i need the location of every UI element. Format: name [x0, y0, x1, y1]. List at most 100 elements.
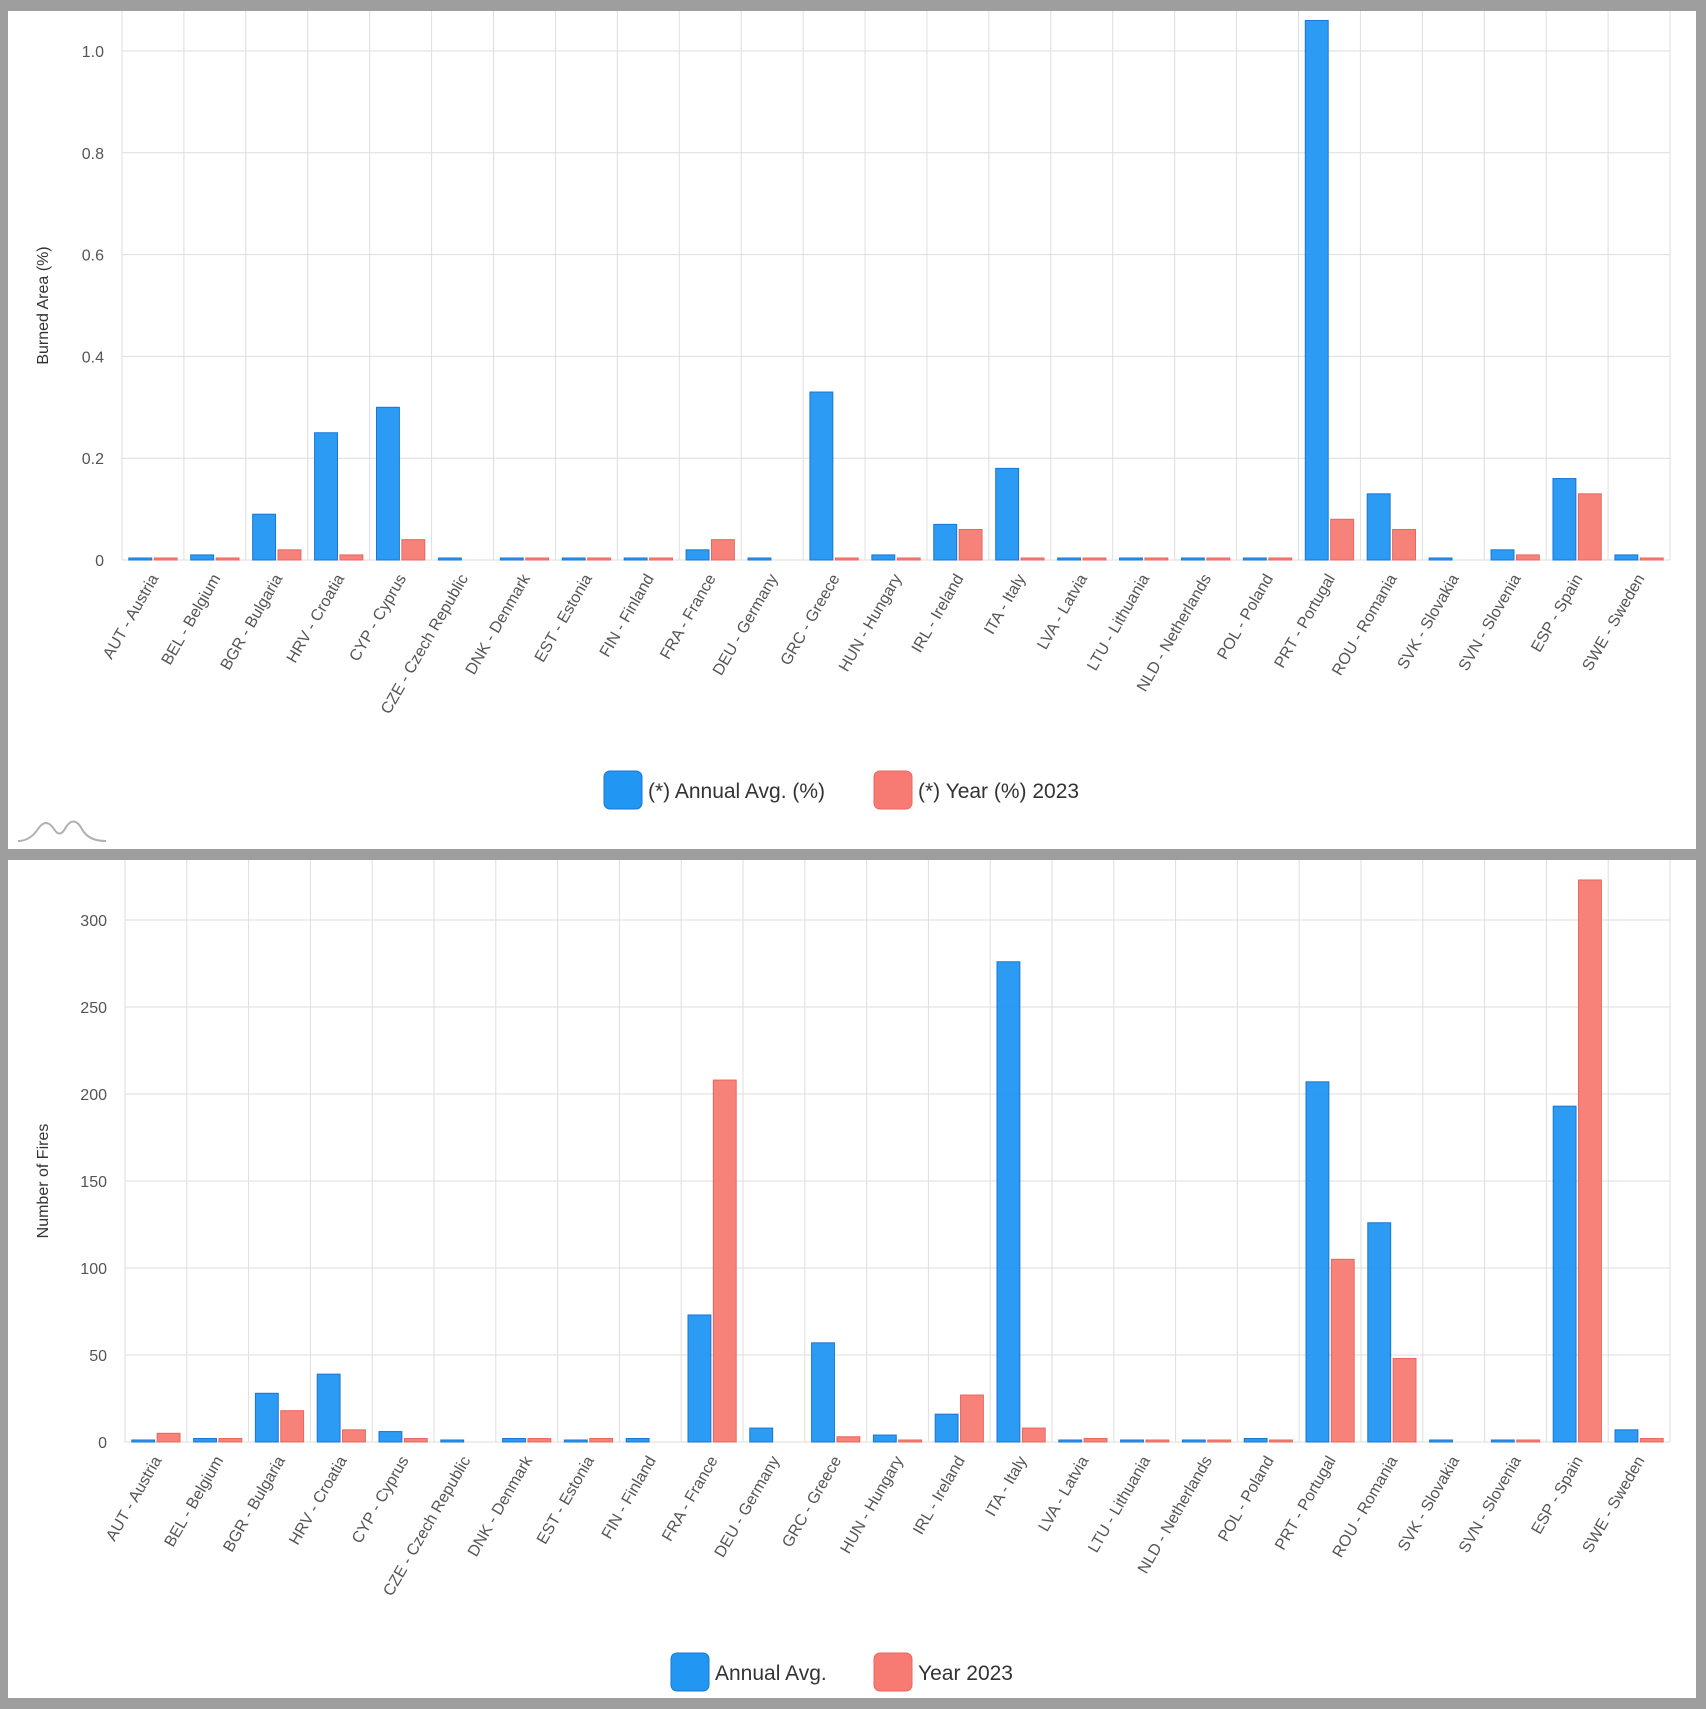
x-tick-label-hrv-croatia: HRV - Croatia: [284, 571, 348, 666]
bar-year-2023-nld-netherlands: [1206, 557, 1231, 561]
bar-annual-avg-ita-italy: [996, 961, 1021, 1443]
bar-year-2023-swe-sweden: [1639, 1438, 1664, 1443]
x-tick-label-irl-ireland: IRL - Ireland: [909, 571, 967, 655]
bar-year-2023-pol-poland: [1269, 1439, 1293, 1443]
x-tick-label-pol-poland: POL - Poland: [1215, 572, 1277, 663]
x-tick-label-fra-france: FRA - France: [659, 1453, 721, 1544]
bar-year-2023-bel-belgium: [215, 557, 240, 561]
legend-label-year-2023: Year 2023: [918, 1662, 1013, 1685]
x-tick-label-svn-slovenia: SVN - Slovenia: [1456, 1453, 1525, 1556]
x-tick-label-pol-poland: POL - Poland: [1215, 1454, 1277, 1545]
bar-year-2023-fin-finland: [649, 557, 673, 561]
bar-annual-avg-irl-ireland: [934, 1413, 959, 1443]
bar-year-2023-ita-italy: [1021, 1427, 1046, 1443]
bar-year-2023-svn-slovenia: [1515, 554, 1540, 561]
bar-annual-avg-ltu-lithuania: [1119, 557, 1143, 561]
x-tick-label-bgr-bulgaria: BGR - Bulgaria: [218, 571, 287, 673]
x-tick-label-bel-belgium: BEL - Belgium: [159, 572, 225, 669]
x-tick-label-fin-finland: FIN - Finland: [599, 1454, 660, 1543]
logo-icon: [17, 820, 107, 842]
bar-annual-avg-hrv-croatia: [316, 1373, 341, 1443]
bar-annual-avg-hrv-croatia: [314, 432, 338, 561]
y-tick-label: 200: [80, 1087, 107, 1104]
number-of-fires-chart-panel: 0 50 100 150 200 250 300 Number of Fires AUT - A…: [8, 860, 1696, 1698]
bar-year-2023-grc-greece: [836, 1436, 861, 1443]
bar-year-2023-dnk-denmark: [525, 557, 550, 561]
bar-annual-avg-swe-sweden: [1614, 554, 1639, 561]
bar-annual-avg-grc-greece: [811, 1342, 835, 1443]
bar-annual-avg-dnk-denmark: [499, 557, 524, 561]
bar-year-2023-swe-sweden: [1639, 557, 1664, 561]
bar-year-2023-nld-netherlands: [1207, 1439, 1232, 1443]
bar-year-2023-aut-austria: [156, 1432, 181, 1443]
bar-year-2023-rou-romania: [1392, 1357, 1417, 1443]
y-tick-label: 100: [80, 1261, 107, 1278]
x-tick-label-deu-germany: DEU - Germany: [712, 1454, 784, 1561]
bar-annual-avg-bel-belgium: [190, 554, 215, 561]
legend-label-annual-avg: Annual Avg.: [715, 1662, 827, 1685]
x-tick-label-bgr-bulgaria: BGR - Bulgaria: [220, 1453, 289, 1555]
x-tick-label-prt-portugal: PRT - Portugal: [1272, 1454, 1339, 1554]
bar-year-2023-prt-portugal: [1330, 518, 1355, 561]
x-tick-label-esp-spain: ESP - Spain: [1528, 572, 1586, 656]
bar-year-2023-hun-hungary: [896, 557, 921, 561]
x-tick-label-deu-germany: DEU - Germany: [710, 572, 782, 679]
bar-annual-avg-cze-czech-republic: [437, 557, 462, 561]
x-tick-label-irl-ireland: IRL - Ireland: [910, 1454, 968, 1538]
bar-year-2023-hun-hungary: [898, 1439, 923, 1443]
bar-annual-avg-aut-austria: [131, 1439, 156, 1443]
burned-area-chart: 0 0.2 0.4 0.6 0.8 1.0 Burned Area (%) AUT - Aus…: [17, 11, 1671, 842]
x-tick-label-aut-austria: AUT - Austria: [103, 1453, 165, 1544]
y-tick-label: 0.8: [82, 146, 104, 163]
x-tick-label-swe-sweden: SWE - Sweden: [1580, 572, 1649, 674]
number-of-fires-chart: 0 50 100 150 200 250 300 Number of Fires AUT - A…: [35, 860, 1671, 1692]
bar-annual-avg-svk-slovakia: [1428, 557, 1453, 561]
x-tick-label-swe-sweden: SWE - Sweden: [1580, 1454, 1649, 1556]
bar-annual-avg-rou-romania: [1366, 493, 1391, 561]
x-tick-label-cyp-cyprus: CYP - Cyprus: [347, 572, 410, 665]
y-axis-label: Burned Area (%): [35, 246, 52, 364]
bar-annual-avg-prt-portugal: [1305, 1081, 1330, 1443]
bar-year-2023-esp-spain: [1577, 493, 1602, 561]
bar-year-2023-irl-ireland: [958, 528, 983, 561]
x-tick-label-grc-greece: GRC - Greece: [779, 1453, 845, 1550]
bar-annual-avg-fin-finland: [625, 1438, 650, 1443]
x-tick-label-ita-italy: ITA - Italy: [981, 572, 1029, 638]
bar-annual-avg-prt-portugal: [1304, 19, 1329, 561]
bar-year-2023-cyp-cyprus: [401, 539, 426, 561]
x-tick-label-hun-hungary: HUN - Hungary: [838, 1454, 907, 1557]
bar-annual-avg-bgr-bulgaria: [252, 513, 277, 561]
bar-annual-avg-bgr-bulgaria: [254, 1392, 279, 1443]
x-tick-label-fin-finland: FIN - Finland: [597, 572, 658, 661]
bar-annual-avg-fra-france: [687, 1314, 712, 1443]
bar-year-2023-bgr-bulgaria: [280, 1410, 305, 1443]
y-axis-label: Number of Fires: [35, 1124, 52, 1239]
x-tick-label-rou-romania: ROU - Romania: [1329, 571, 1401, 678]
bar-year-2023-aut-austria: [153, 557, 178, 561]
bar-annual-avg-svn-slovenia: [1490, 1439, 1515, 1443]
y-tick-label: 0.2: [82, 451, 104, 468]
burned-area-chart-panel: 0 0.2 0.4 0.6 0.8 1.0 Burned Area (%) AUT - Aus…: [8, 11, 1696, 849]
x-tick-label-svn-slovenia: SVN - Slovenia: [1456, 571, 1525, 674]
bar-annual-avg-esp-spain: [1552, 478, 1577, 561]
x-tick-label-svk-slovakia: SVK - Slovakia: [1395, 571, 1463, 672]
bar-year-2023-ita-italy: [1020, 557, 1045, 561]
bar-year-2023-hrv-croatia: [342, 1429, 366, 1443]
legend-swatch-annual-avg: [670, 1652, 710, 1692]
bar-annual-avg-swe-sweden: [1614, 1429, 1639, 1443]
x-tick-label-ltu-lithuania: LTU - Lithuania: [1084, 571, 1153, 673]
bar-year-2023-lva-latvia: [1083, 1438, 1108, 1443]
y-tick-label: 0.4: [82, 349, 104, 366]
x-tick-label-dnk-denmark: DNK - Denmark: [465, 1453, 537, 1560]
legend-label-annual-avg: (*) Annual Avg. (%): [648, 780, 825, 803]
bar-annual-avg-nld-netherlands: [1181, 1439, 1206, 1443]
bar-annual-avg-svn-slovenia: [1490, 549, 1515, 561]
y-tick-label: 50: [89, 1348, 107, 1365]
bar-year-2023-fra-france: [712, 1079, 737, 1443]
bar-annual-avg-hun-hungary: [872, 1434, 897, 1443]
bar-annual-avg-pol-poland: [1242, 557, 1267, 561]
bar-year-2023-irl-ireland: [960, 1394, 984, 1443]
bar-annual-avg-esp-spain: [1552, 1105, 1577, 1443]
legend-swatch-year-2023: [873, 770, 913, 810]
bar-annual-avg-svk-slovakia: [1429, 1439, 1453, 1443]
